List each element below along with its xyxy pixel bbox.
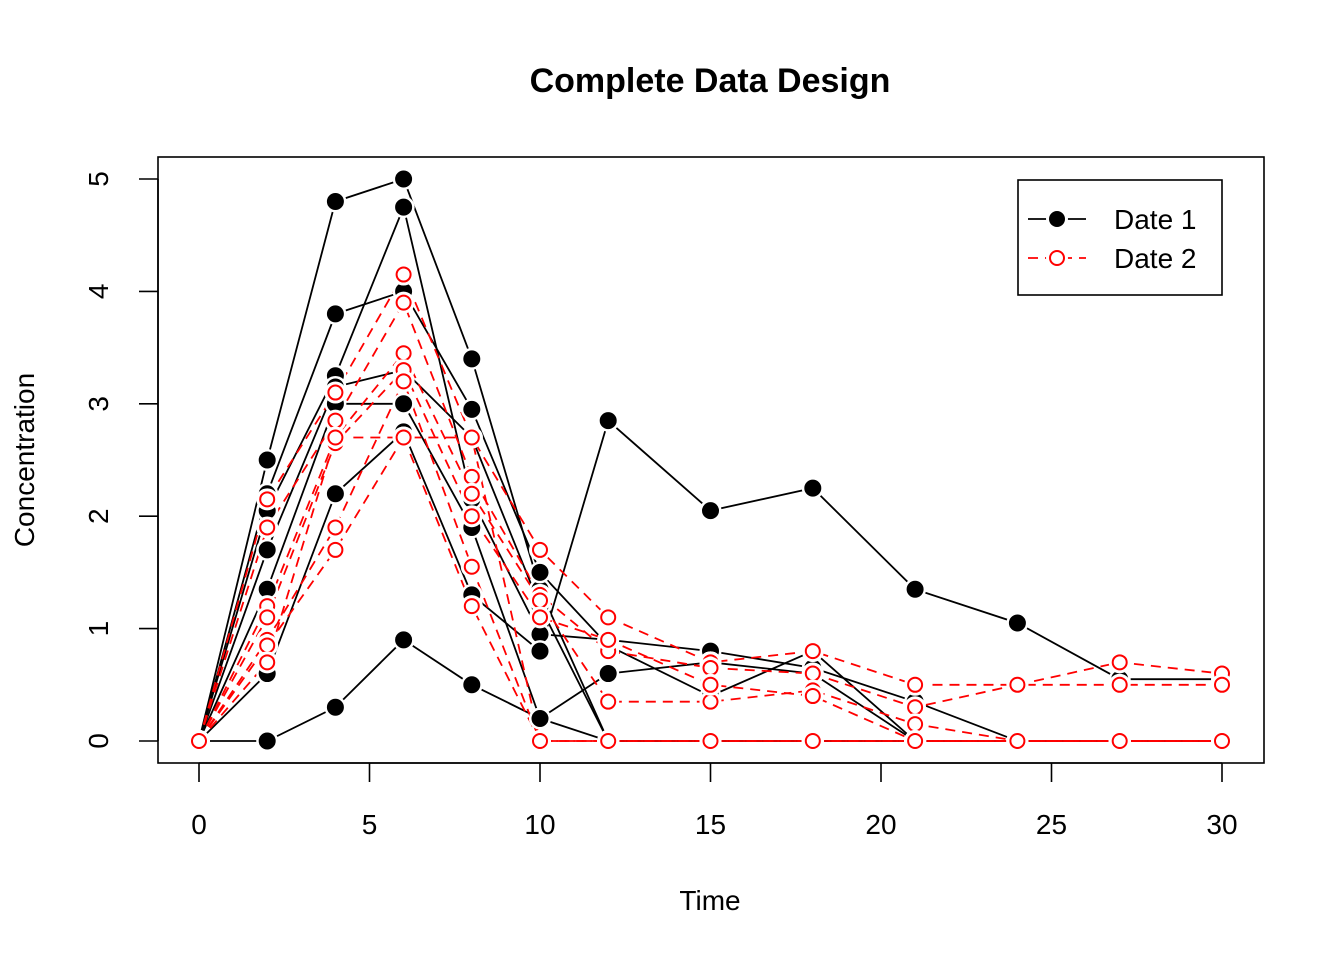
data-point — [258, 451, 276, 469]
data-point — [463, 350, 481, 368]
data-point — [463, 676, 481, 694]
data-point — [259, 491, 276, 508]
x-tick-label: 5 — [362, 809, 378, 840]
data-point — [531, 625, 549, 643]
legend-marker — [1049, 250, 1065, 266]
legend-marker — [1049, 211, 1065, 227]
data-point — [326, 698, 344, 716]
data-point — [804, 643, 821, 660]
data-point — [395, 631, 413, 649]
legend-box — [1017, 179, 1223, 296]
data-point — [1111, 654, 1128, 671]
data-point — [327, 519, 344, 536]
y-tick-label: 5 — [83, 171, 114, 187]
data-point — [804, 479, 822, 497]
data-point — [259, 519, 276, 536]
data-point — [599, 665, 617, 683]
data-point — [532, 609, 548, 626]
data-point — [600, 693, 617, 710]
y-tick-label: 4 — [83, 284, 114, 300]
x-tick-label: 25 — [1036, 809, 1067, 840]
data-point — [463, 508, 480, 525]
data-point — [702, 733, 719, 749]
data-point — [599, 412, 617, 430]
x-tick-label: 15 — [695, 809, 726, 840]
data-point — [702, 502, 719, 520]
data-point — [532, 541, 548, 558]
y-tick-label: 3 — [83, 396, 114, 412]
y-axis-label: Concentration — [9, 373, 40, 547]
data-point — [326, 305, 344, 323]
data-point — [1214, 676, 1230, 693]
y-tick-label: 1 — [83, 621, 114, 637]
data-point — [395, 373, 412, 390]
data-point — [906, 580, 924, 598]
data-point — [259, 609, 276, 626]
data-point — [702, 676, 719, 693]
data-point — [463, 429, 480, 446]
data-point — [463, 558, 480, 575]
data-point — [463, 598, 480, 615]
data-point — [326, 192, 344, 210]
data-point — [531, 563, 549, 581]
data-point — [395, 170, 413, 188]
data-point — [191, 733, 207, 749]
data-point — [907, 733, 924, 749]
y-axis: 0 1 2 3 4 5 — [83, 171, 159, 749]
data-point — [463, 485, 480, 502]
y-tick-label: 0 — [83, 733, 114, 749]
data-point — [258, 580, 276, 598]
data-point — [804, 688, 821, 705]
data-point — [531, 710, 549, 728]
data-point — [907, 676, 924, 693]
data-point — [804, 733, 821, 749]
legend: Date 1 Date 2 — [1017, 179, 1223, 296]
data-point — [531, 642, 549, 660]
data-point — [327, 541, 344, 558]
x-tick-label: 0 — [191, 809, 207, 840]
series-layer — [188, 168, 1233, 752]
data-point — [1111, 733, 1128, 749]
x-tick-label: 20 — [865, 809, 896, 840]
legend-label: Date 2 — [1114, 243, 1197, 274]
data-point — [600, 733, 617, 749]
x-tick-label: 30 — [1206, 809, 1237, 840]
data-point — [258, 732, 276, 750]
data-point — [395, 198, 413, 216]
data-point — [327, 384, 344, 401]
data-point — [532, 733, 548, 749]
data-point — [395, 429, 412, 446]
data-point — [1009, 733, 1026, 749]
data-point — [395, 395, 413, 413]
data-point — [327, 429, 344, 446]
x-tick-label: 10 — [524, 809, 555, 840]
data-point — [463, 400, 481, 418]
data-point — [258, 541, 276, 559]
y-tick-label: 2 — [83, 508, 114, 524]
data-point — [1008, 614, 1026, 632]
data-point — [1214, 733, 1230, 749]
data-point — [395, 266, 412, 283]
data-point — [1009, 676, 1026, 693]
data-point — [326, 485, 344, 503]
data-point — [600, 609, 617, 626]
data-point — [600, 631, 617, 648]
data-point — [259, 654, 276, 671]
x-axis-label: Time — [679, 885, 740, 916]
legend-label: Date 1 — [1114, 204, 1197, 235]
chart-title: Complete Data Design — [530, 62, 891, 100]
data-point — [1111, 676, 1128, 693]
x-axis: 0 5 10 15 20 25 30 — [191, 762, 1238, 840]
data-point — [395, 294, 412, 311]
